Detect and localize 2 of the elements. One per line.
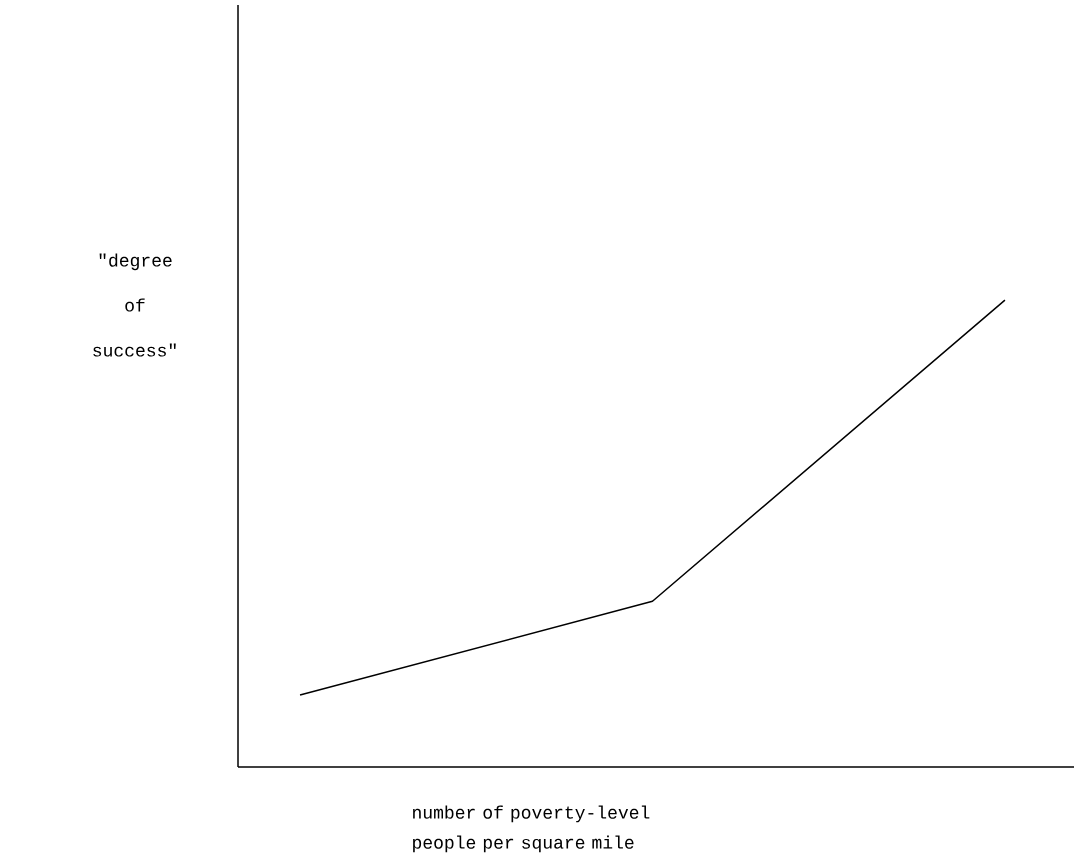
x-axis-title: number of poverty-level people per square mile bbox=[413, 805, 650, 853]
text: "degree of success" bbox=[93, 253, 176, 357]
